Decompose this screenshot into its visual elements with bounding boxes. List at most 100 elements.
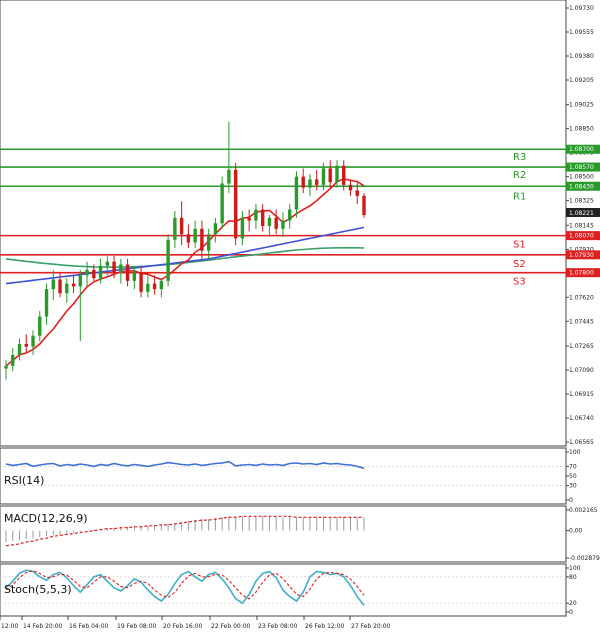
x-tick-label: 12:00 (1, 623, 18, 630)
candle-body (240, 217, 245, 239)
candle-body (65, 283, 69, 294)
candle-body (173, 217, 177, 240)
y-tick-label: 1.07090 (569, 367, 594, 374)
candle-body (58, 279, 62, 294)
candle-body (186, 234, 191, 243)
macd-signal-line (5, 515, 364, 547)
candle-body (362, 195, 366, 216)
candle-body (31, 335, 35, 347)
candle-body (4, 365, 8, 369)
y-tick-label: 1.08850 (569, 126, 594, 133)
y-tick-label: 1.06915 (569, 391, 594, 398)
candle-body (38, 316, 42, 336)
candle-body (220, 183, 224, 224)
candle-body (105, 261, 110, 266)
level-price-box-r1 (566, 181, 600, 191)
y-tick-label: 1.07620 (569, 294, 594, 301)
stoch-panel: 100 80 20 0 Stoch(5,5,3) (0, 563, 581, 617)
x-tick-label: 22 Feb 00:00 (211, 623, 251, 630)
y-tick-label: 70 (569, 463, 577, 470)
level-price-label-r1: 1.08430 (569, 183, 594, 190)
level-price-box-s1 (566, 231, 600, 241)
main-price-panel: 1.09730 1.09555 1.09380 1.09205 1.09025 1.088… (0, 0, 600, 447)
x-tick-label: 19 Feb 08:00 (117, 623, 157, 630)
ma-slow-line (5, 247, 365, 269)
x-tick-label: 20 Feb 16:00 (163, 623, 203, 630)
candle-body (342, 165, 346, 185)
y-tick-label: 0 (569, 609, 573, 616)
candle-body (267, 217, 272, 227)
y-tick-label: 0 (569, 497, 573, 504)
x-tick-label: 16 Feb 04:00 (69, 623, 109, 630)
candle-body (227, 169, 231, 184)
level-price-label-s3: 1.07800 (569, 270, 594, 277)
rsi-panel: 100 70 50 30 0 RSI(14) (0, 447, 581, 505)
y-tick-label: 100 (569, 565, 581, 572)
macd-panel: 0.002165 0.00 -0.002879 MACD(12,26,9) (0, 505, 600, 563)
candle-body (11, 354, 15, 366)
y-tick-label: 0.00 (569, 528, 583, 535)
candle-body (254, 209, 258, 221)
candle-body (247, 217, 251, 221)
level-name-r1: R1 (513, 191, 526, 202)
y-tick-label: 1.06740 (569, 415, 594, 422)
candle-body (260, 209, 265, 227)
candle-body (355, 190, 359, 196)
stoch-label: Stoch(5,5,3) (4, 583, 72, 596)
candle-body (193, 228, 197, 243)
candle-body (112, 261, 116, 273)
level-price-label-s1: 1.08070 (569, 233, 594, 240)
candle-body (98, 265, 103, 279)
candle-body (206, 234, 211, 251)
y-tick-label: 50 (569, 473, 577, 480)
current-price-box (566, 208, 600, 217)
macd-label: MACD(12,26,9) (4, 512, 88, 525)
candle-body (335, 165, 339, 183)
y-tick-label: 1.09730 (569, 5, 594, 12)
candle-body (132, 272, 137, 281)
current-price-label: 1.08221 (569, 210, 594, 217)
y-tick-label: 100 (569, 449, 581, 456)
y-tick-label: 1.09555 (569, 29, 594, 36)
candle-body (51, 279, 55, 290)
level-price-label-r2: 1.08570 (569, 164, 594, 171)
x-tick-label: 14 Feb 20:00 (23, 623, 63, 630)
candle-body (348, 184, 353, 191)
y-tick-label: 1.09025 (569, 102, 594, 109)
level-price-label-r3: 1.08700 (569, 146, 594, 153)
y-tick-label: 1.08500 (569, 174, 594, 181)
candle-body (24, 343, 28, 347)
rsi-line (5, 460, 365, 470)
candle-body (139, 272, 143, 292)
candle-body (78, 275, 83, 287)
candle-body (159, 280, 164, 290)
y-tick-label: 1.07970 (569, 246, 594, 253)
candle-body (17, 343, 22, 355)
y-tick-label: 1.06565 (569, 439, 594, 446)
candle-body (213, 223, 218, 235)
candle-body (294, 176, 299, 210)
level-price-label-s2: 1.07930 (569, 252, 594, 259)
y-tick-label: 0.002165 (569, 507, 598, 514)
level-name-s3: S3 (513, 277, 526, 288)
y-tick-label: 1.09205 (569, 77, 594, 84)
y-tick-label: 30 (569, 483, 577, 490)
x-tick-label: 26 Feb 12:00 (305, 623, 345, 630)
level-price-box-r2 (566, 162, 600, 172)
candle-body (321, 168, 326, 185)
candle-body (315, 179, 319, 185)
candle-body (233, 169, 238, 239)
candle-body (301, 176, 305, 188)
candle-body (44, 289, 49, 317)
level-name-s2: S2 (513, 259, 526, 270)
candle-body (274, 217, 278, 229)
candle-body (71, 283, 76, 287)
candle-body (308, 179, 312, 188)
ma-fast-line (5, 177, 365, 367)
candle-body (328, 168, 332, 183)
y-tick-label: -0.002879 (569, 555, 600, 562)
candle-body (92, 269, 96, 279)
level-name-s1: S1 (513, 240, 526, 251)
y-tick-label: 1.07265 (569, 343, 594, 350)
